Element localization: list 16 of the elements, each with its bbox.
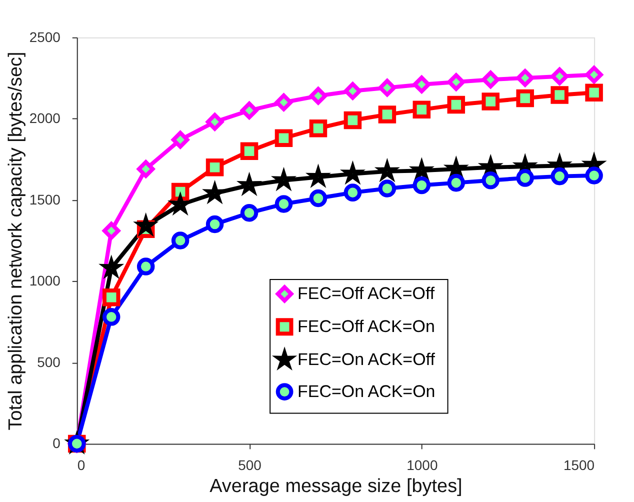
legend-label: FEC=On ACK=Off [298, 350, 436, 369]
x-tick-label: 0 [77, 457, 86, 474]
x-tick-label: 1500 [563, 457, 595, 474]
x-axis-title: Average message size [bytes] [210, 476, 462, 498]
y-tick-label: 2500 [29, 28, 61, 45]
x-tick-label: 1000 [406, 457, 438, 474]
y-tick-label: 2000 [29, 110, 61, 126]
y-axis-title: Total application network capacity [bytes/sec] [5, 52, 26, 430]
legend-label: FEC=On ACK=On [298, 382, 436, 401]
legend-label: FEC=Off ACK=On [298, 316, 435, 336]
y-tick-label: 1000 [29, 272, 61, 289]
y-tick-label: 500 [37, 354, 61, 370]
legend-label: FEC=Off ACK=Off [298, 284, 435, 303]
y-tick-label: 0 [52, 435, 61, 452]
x-tick-label: 500 [238, 457, 262, 474]
y-tick-label: 1500 [29, 191, 61, 208]
